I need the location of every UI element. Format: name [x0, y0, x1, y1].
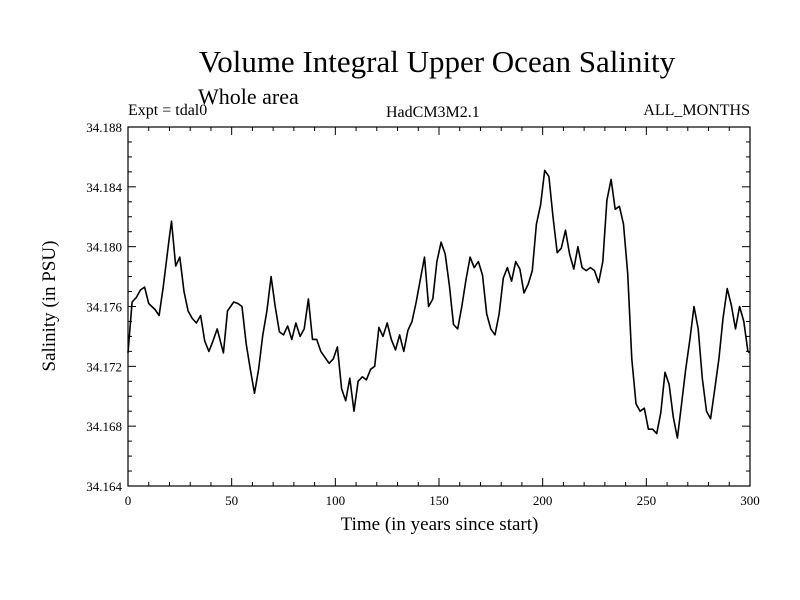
y-tick-label: 34.172 [86, 359, 122, 374]
model-label: HadCM3M2.1 [386, 104, 480, 121]
x-tick-label: 50 [225, 493, 238, 508]
chart-title: Volume Integral Upper Ocean Salinity [198, 44, 676, 79]
months-label: ALL_MONTHS [643, 102, 750, 119]
y-tick-label: 34.176 [86, 300, 122, 315]
chart-subtitle: Whole area [198, 84, 299, 109]
axis-ticks [127, 126, 751, 487]
y-tick-label: 34.188 [86, 120, 122, 135]
x-tick-label: 0 [125, 493, 132, 508]
salinity-series-line [127, 169, 751, 439]
axis-tick-labels: 0 50 100 150 200 250 300 34.164 34.168 34.172 34.1… [86, 120, 760, 508]
x-tick-label: 200 [533, 493, 553, 508]
y-tick-label: 34.184 [86, 180, 122, 195]
y-tick-label: 34.168 [86, 419, 122, 434]
x-tick-label: 100 [326, 493, 346, 508]
x-tick-label: 300 [740, 493, 760, 508]
x-tick-label: 150 [429, 493, 449, 508]
x-tick-label: 250 [637, 493, 657, 508]
y-tick-label: 34.164 [86, 479, 122, 494]
x-axis-label: Time (in years since start) [340, 514, 539, 535]
y-tick-label: 34.180 [86, 240, 122, 255]
experiment-label: Expt = tdal0 [128, 102, 208, 119]
